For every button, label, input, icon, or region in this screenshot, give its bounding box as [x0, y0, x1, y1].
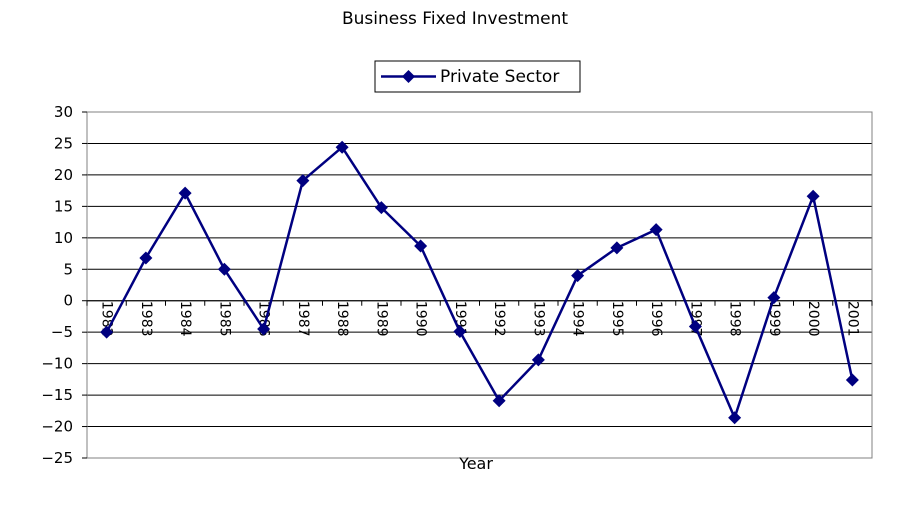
x-tick-label: 1984 [177, 301, 193, 337]
legend: Private Sector [374, 60, 581, 93]
data-point-diamond [806, 189, 820, 203]
y-tick-label: 25 [54, 134, 73, 152]
y-tick-label: −10 [41, 355, 73, 373]
data-point-diamond [453, 325, 467, 339]
data-point-diamond [414, 239, 428, 253]
plot-area [86, 111, 873, 459]
data-point-diamond [217, 262, 231, 276]
x-tick-label: 1998 [727, 301, 743, 337]
data-point-diamond [728, 411, 742, 425]
y-tick-label: 20 [54, 166, 73, 184]
x-tick-label: 1989 [373, 301, 389, 337]
y-tick-label: 15 [54, 197, 73, 215]
series-line [105, 145, 854, 419]
data-point-diamond [767, 291, 781, 305]
y-tick-label: −5 [51, 323, 73, 341]
data-point-diamond [571, 269, 585, 283]
x-tick-label: 2000 [805, 301, 821, 337]
chart-title: Business Fixed Investment [342, 9, 568, 29]
x-tick-label: 1992 [491, 301, 507, 337]
y-tick-label: −15 [41, 386, 73, 404]
data-point-diamond [531, 353, 545, 367]
x-tick-label: 1987 [295, 301, 311, 337]
x-tick-label: 1993 [530, 301, 546, 337]
y-tick-label: −20 [41, 418, 73, 436]
data-point-diamond [610, 241, 624, 255]
x-tick-label: 1982 [99, 301, 115, 337]
x-tick-label: 1988 [334, 301, 350, 337]
x-tick-label: 1994 [570, 301, 586, 337]
data-point-diamond [492, 394, 506, 408]
data-point-diamond [688, 320, 702, 334]
y-axis-ticks: 30 25 20 15 10 5 0 −5 −10 −15 −20 −25 [41, 103, 87, 467]
y-tick-label: 0 [63, 292, 73, 310]
data-point-diamond [139, 251, 153, 265]
x-tick-label: 2001 [844, 301, 860, 337]
data-point-diamond [100, 325, 114, 339]
series-private-sector [100, 140, 859, 425]
data-point-diamond [649, 223, 663, 237]
x-tick-label: 1995 [609, 301, 625, 337]
data-point-diamond [335, 140, 349, 154]
data-point-diamond [845, 373, 859, 387]
legend-marker-diamond-icon [402, 70, 415, 83]
x-tick-label: 1991 [452, 301, 468, 337]
x-tick-label: 1990 [413, 301, 429, 337]
plot-background [87, 112, 872, 458]
data-point-diamond [178, 186, 192, 200]
x-tick-label: 1983 [138, 301, 154, 337]
data-point-diamond [257, 322, 271, 336]
y-tick-label: −25 [41, 449, 73, 467]
x-tick-label: 1985 [216, 301, 232, 337]
x-tick-label: 1996 [648, 301, 664, 337]
data-point-diamond [296, 174, 310, 188]
data-point-diamond [374, 201, 388, 215]
y-tick-label: 30 [54, 103, 73, 121]
plot-border [86, 111, 873, 459]
legend-series-label: Private Sector [440, 67, 559, 87]
x-axis-title: Year [458, 454, 493, 473]
y-tick-label: 10 [54, 229, 73, 247]
y-tick-label: 5 [63, 260, 73, 278]
